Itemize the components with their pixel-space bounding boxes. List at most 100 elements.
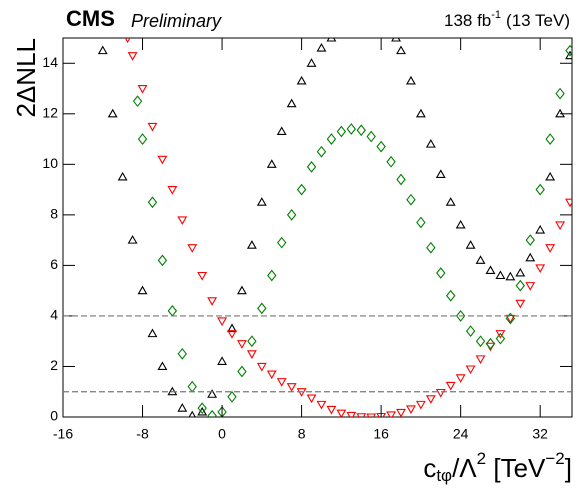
data-point: [545, 244, 556, 253]
data-point: [237, 365, 247, 378]
x-label-part: tφ: [436, 466, 452, 485]
data-point: [316, 145, 327, 158]
data-point: [247, 335, 257, 348]
data-point: [246, 240, 257, 249]
data-point: [177, 403, 188, 412]
data-point: [515, 299, 526, 309]
data-point: [356, 124, 366, 137]
y-tick-label: 0: [50, 408, 58, 424]
data-point: [515, 267, 526, 277]
data-point: [207, 389, 218, 398]
data-point: [246, 350, 257, 359]
data-point: [217, 356, 228, 365]
x-tick-label: 24: [453, 426, 469, 442]
data-point: [227, 390, 237, 403]
data-point: [117, 171, 128, 181]
data-point: [137, 285, 148, 295]
data-point: [366, 130, 376, 143]
data-point: [455, 219, 466, 229]
x-tick-label: -16: [53, 426, 73, 442]
data-point: [475, 355, 486, 364]
data-point: [366, 413, 377, 417]
data-point: [455, 374, 466, 383]
data-point: [406, 405, 416, 415]
y-tick-label: 6: [50, 256, 58, 272]
data-point: [187, 380, 197, 393]
data-point: [386, 155, 396, 168]
data-point: [177, 347, 188, 360]
data-point: [326, 38, 337, 42]
data-point: [157, 361, 168, 371]
data-point: [565, 50, 572, 60]
data-point: [276, 378, 287, 387]
x-axis-label: ctφ/Λ2 [TeV−2]: [423, 449, 572, 485]
data-point: [495, 330, 506, 339]
data-point: [426, 241, 436, 254]
data-point: [132, 95, 143, 108]
data-point: [256, 197, 267, 206]
x-tick-label: 32: [532, 426, 548, 442]
data-point: [505, 271, 516, 281]
data-point: [127, 235, 138, 244]
data-point: [257, 302, 267, 315]
data-point: [266, 159, 277, 168]
lumi-sup: -1: [491, 9, 501, 21]
data-point: [545, 133, 555, 145]
data-point: [137, 133, 148, 145]
data-point: [445, 197, 456, 206]
data-point: [316, 400, 327, 410]
y-tick-label: 2: [50, 357, 58, 373]
y-tick-label: 12: [42, 105, 58, 121]
data-point: [296, 75, 307, 85]
data-point: [555, 87, 565, 100]
data-point: [396, 173, 406, 186]
data-point: [445, 381, 456, 391]
data-point: [495, 270, 506, 280]
y-tick-label: 8: [50, 206, 58, 222]
data-point: [565, 198, 572, 208]
data-point: [306, 394, 317, 404]
lumi-energy: (13 TeV): [506, 11, 570, 30]
data-point: [266, 370, 277, 380]
data-point: [256, 362, 267, 372]
data-point: [415, 108, 426, 118]
data-point: [475, 255, 486, 264]
plot-area: [97, 38, 572, 417]
data-point: [147, 328, 158, 338]
data-point: [376, 140, 386, 153]
x-label-part: [TeV: [486, 453, 546, 483]
data-point: [167, 186, 178, 195]
data-point: [535, 224, 546, 234]
x-tick-label: 8: [298, 426, 306, 442]
data-point: [286, 383, 297, 392]
data-point: [465, 325, 476, 337]
data-point: [475, 335, 486, 348]
data-point: [306, 160, 317, 173]
data-point: [124, 38, 131, 44]
x-tick-label: 0: [218, 426, 226, 442]
data-point: [525, 234, 535, 247]
data-point: [525, 282, 536, 291]
data-point: [227, 330, 237, 339]
data-point: [177, 216, 188, 226]
data-point: [555, 221, 566, 231]
lumi-value: 138 fb: [444, 11, 491, 30]
data-point: [346, 411, 357, 417]
data-point: [207, 297, 218, 306]
data-point: [107, 108, 118, 118]
data-point: [505, 314, 516, 324]
data-point: [406, 193, 416, 206]
data-point: [267, 269, 277, 282]
data-point: [425, 139, 436, 148]
data-point: [147, 196, 158, 209]
data-point: [197, 271, 208, 281]
lumi: 138 fb-1 (13 TeV): [444, 9, 570, 31]
data-point: [346, 123, 357, 135]
x-label-part: /Λ: [452, 453, 477, 483]
data-point: [386, 411, 397, 417]
data-point: [435, 388, 446, 398]
data-point: [525, 252, 536, 262]
data-point: [396, 45, 406, 55]
x-tick-label: -8: [136, 426, 149, 442]
